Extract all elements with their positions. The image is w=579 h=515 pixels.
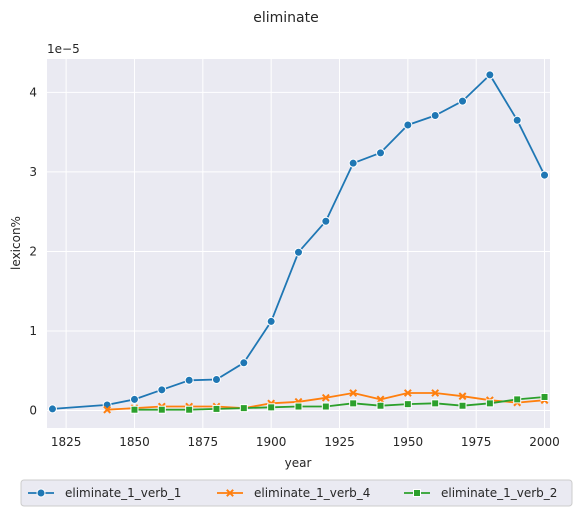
series-layer: [47, 70, 550, 414]
data-point: [403, 389, 412, 397]
data-point: [266, 316, 276, 326]
series-line: [134, 396, 545, 411]
data-point: [239, 404, 248, 413]
data-point: [485, 70, 495, 80]
x-tick-label: 2000: [529, 435, 560, 449]
series-line: [52, 74, 546, 410]
data-point: [431, 389, 440, 397]
x-tick-label: 1975: [461, 435, 492, 449]
data-point: [36, 488, 46, 498]
data-point: [103, 405, 112, 414]
legend-frame: [20, 479, 573, 507]
data-point: [294, 402, 303, 411]
data-point: [348, 158, 358, 168]
x-tick-label: 1825: [51, 435, 82, 449]
data-point: [184, 375, 194, 385]
series-eliminate_1_verb_1: [47, 70, 550, 414]
data-point: [321, 216, 331, 226]
data-point: [185, 405, 194, 414]
x-tick-label: 1900: [256, 435, 287, 449]
y-tick-labels: 0 1 2 3 4: [29, 85, 37, 417]
data-point: [458, 96, 468, 106]
data-point: [349, 399, 358, 408]
y-axis-scale-label: 1e−5: [47, 42, 80, 56]
y-axis-label: lexicon%: [9, 216, 23, 270]
data-point: [540, 170, 550, 180]
data-point: [512, 115, 522, 125]
legend: eliminate_1_verb_1 eliminate_1_verb_4 elim…: [20, 479, 573, 507]
x-tick-label: 1875: [188, 435, 219, 449]
y-tick-label: 1: [29, 324, 37, 338]
legend-item: eliminate_1_verb_2: [404, 486, 557, 500]
legend-label: eliminate_1_verb_4: [254, 486, 370, 500]
x-tick-label: 1850: [119, 435, 150, 449]
data-point: [47, 404, 57, 414]
data-point: [267, 403, 276, 412]
data-point: [458, 401, 467, 410]
x-tick-labels: 1825 1850 1875 1900 1925 1950 1975 2000: [51, 435, 560, 449]
y-tick-label: 4: [29, 85, 37, 99]
chart-title: eliminate: [253, 10, 318, 26]
y-tick-label: 3: [29, 165, 37, 179]
data-point: [431, 399, 440, 408]
x-axis-label: year: [285, 456, 312, 470]
data-point: [376, 401, 385, 410]
data-point: [226, 489, 234, 497]
plot-area: [47, 59, 550, 428]
y-tick-label: 2: [29, 244, 37, 258]
data-point: [413, 489, 421, 497]
data-point: [403, 400, 412, 409]
data-point: [239, 358, 249, 368]
legend-item: eliminate_1_verb_1: [28, 486, 181, 500]
x-tick-label: 1925: [324, 435, 355, 449]
data-point: [430, 110, 440, 120]
x-tick-label: 1950: [393, 435, 424, 449]
data-point: [130, 405, 139, 414]
data-point: [321, 393, 330, 402]
data-point: [376, 395, 385, 404]
data-point: [458, 392, 467, 401]
legend-label: eliminate_1_verb_1: [65, 486, 181, 500]
data-point: [540, 392, 549, 401]
y-tick-label: 0: [29, 404, 37, 418]
data-point: [157, 385, 167, 395]
data-point: [376, 148, 386, 158]
data-point: [129, 394, 139, 404]
legend-label: eliminate_1_verb_2: [441, 486, 557, 500]
data-point: [212, 404, 221, 413]
data-point: [294, 247, 303, 257]
data-point: [349, 389, 358, 397]
data-point: [211, 374, 221, 384]
data-point: [157, 405, 166, 414]
legend-item: eliminate_1_verb_4: [217, 486, 370, 500]
data-point: [403, 120, 413, 130]
data-point: [485, 399, 494, 408]
data-point: [321, 402, 330, 411]
data-point: [513, 395, 522, 404]
series-eliminate_1_verb_2: [130, 392, 549, 414]
